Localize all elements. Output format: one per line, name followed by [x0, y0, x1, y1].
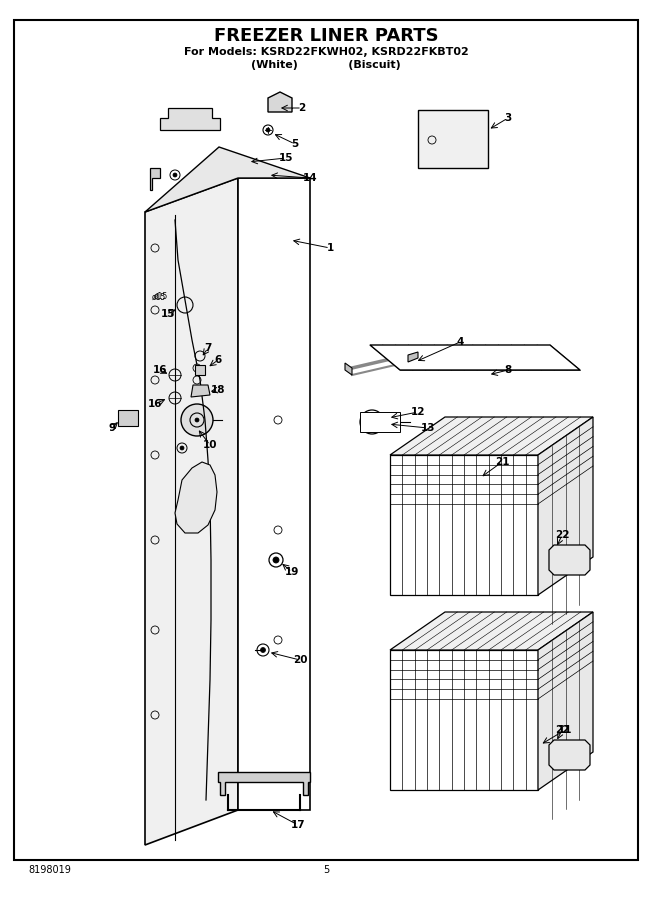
Polygon shape [175, 462, 217, 533]
Text: 16: 16 [153, 365, 168, 375]
Circle shape [261, 647, 265, 652]
Polygon shape [191, 385, 210, 397]
Polygon shape [150, 168, 160, 190]
Polygon shape [538, 417, 593, 595]
Circle shape [180, 446, 184, 450]
Text: 3: 3 [505, 113, 512, 123]
Text: 7: 7 [204, 343, 212, 353]
Polygon shape [345, 363, 352, 375]
Text: 12: 12 [411, 407, 425, 417]
Polygon shape [118, 410, 138, 426]
Text: 4: 4 [456, 337, 464, 347]
Circle shape [181, 404, 213, 436]
Text: (White)             (Biscuit): (White) (Biscuit) [251, 60, 401, 70]
Text: 15: 15 [279, 153, 293, 163]
Polygon shape [218, 772, 310, 795]
Text: 9: 9 [108, 423, 115, 433]
Polygon shape [549, 740, 590, 770]
Polygon shape [390, 612, 593, 650]
Polygon shape [390, 650, 538, 790]
Polygon shape [390, 417, 593, 455]
Text: 19: 19 [285, 567, 299, 577]
Text: 5: 5 [323, 865, 329, 875]
Text: 1: 1 [327, 243, 334, 253]
Polygon shape [418, 110, 488, 168]
Text: 21: 21 [495, 457, 509, 467]
Text: 2: 2 [299, 103, 306, 113]
Polygon shape [538, 612, 593, 790]
Polygon shape [268, 92, 292, 112]
Text: 18: 18 [211, 385, 225, 395]
Text: 16: 16 [148, 399, 162, 409]
Circle shape [266, 128, 270, 132]
Text: 22: 22 [555, 530, 569, 540]
Text: 10: 10 [203, 440, 217, 450]
Text: 17: 17 [291, 820, 305, 830]
Text: 14: 14 [303, 173, 318, 183]
Text: 20: 20 [293, 655, 307, 665]
Polygon shape [160, 108, 220, 130]
Polygon shape [370, 345, 580, 370]
Circle shape [173, 173, 177, 177]
Polygon shape [145, 147, 310, 212]
Text: FREEZER LINER PARTS: FREEZER LINER PARTS [214, 27, 438, 45]
Polygon shape [390, 455, 538, 595]
Circle shape [273, 557, 279, 563]
Text: 8198019: 8198019 [28, 865, 71, 875]
Polygon shape [360, 412, 400, 432]
Text: 6: 6 [215, 355, 222, 365]
Text: ø15: ø15 [152, 292, 166, 302]
Text: 13: 13 [421, 423, 436, 433]
Polygon shape [145, 178, 238, 845]
Circle shape [195, 418, 199, 422]
Polygon shape [549, 545, 590, 575]
Polygon shape [408, 352, 418, 362]
Text: 8: 8 [505, 365, 512, 375]
Text: 15: 15 [161, 309, 175, 319]
Polygon shape [195, 365, 205, 375]
Text: For Models: KSRD22FKWH02, KSRD22FKBT02: For Models: KSRD22FKWH02, KSRD22FKBT02 [184, 47, 468, 57]
Text: 22: 22 [555, 725, 569, 735]
Polygon shape [238, 178, 310, 810]
Text: ø15: ø15 [154, 292, 168, 301]
Text: 5: 5 [291, 139, 299, 149]
Text: 11: 11 [557, 725, 572, 735]
